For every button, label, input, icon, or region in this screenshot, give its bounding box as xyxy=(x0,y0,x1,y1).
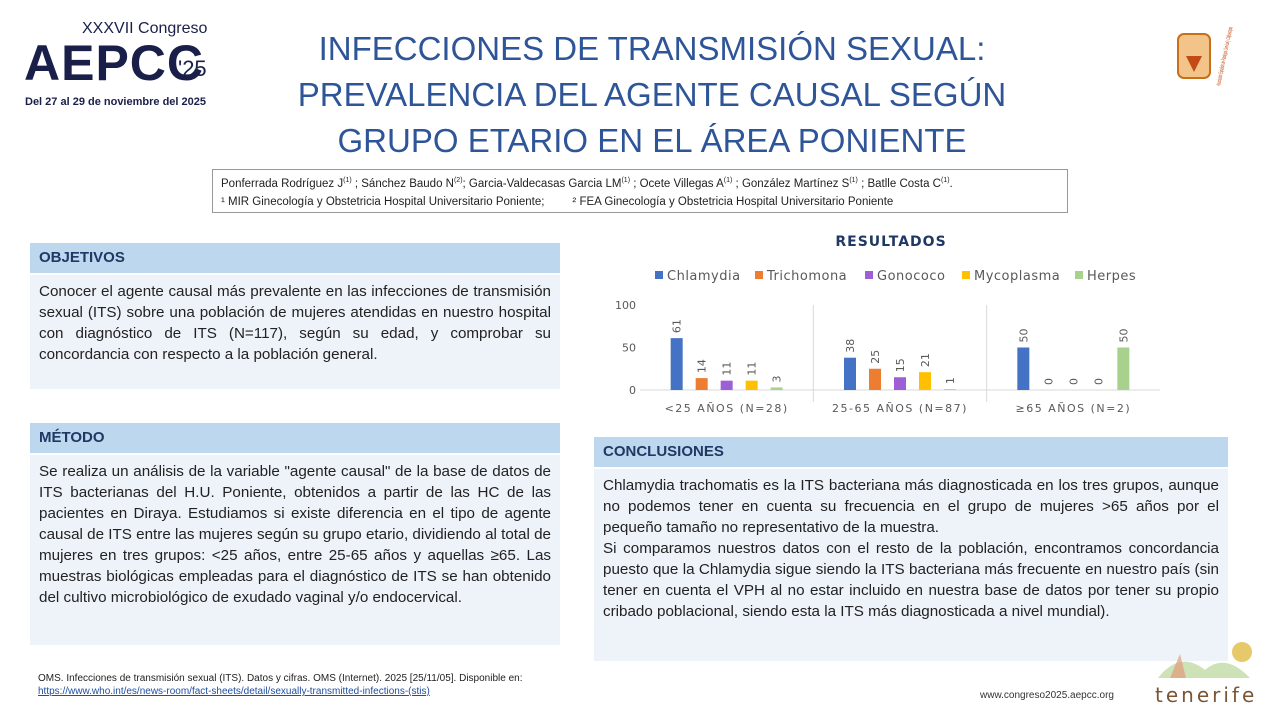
title-line: PREVALENCIA DEL AGENTE CAUSAL SEGÚN xyxy=(297,76,1007,113)
bar xyxy=(745,380,758,390)
affiliation: ¹ MIR Ginecología y Obstetricia Hospital… xyxy=(221,195,545,208)
reference: OMS. Infecciones de transmisión sexual (… xyxy=(38,672,553,698)
chart: RESULTADOS Chlamydia Trichomona Gonococo Myc… xyxy=(615,234,1160,415)
data-label: 38 xyxy=(844,339,857,353)
title-line: GRUPO ETARIO EN EL ÁREA PONIENTE xyxy=(337,122,967,159)
title-line: INFECCIONES DE TRANSMISIÓN SEXUAL: xyxy=(318,30,986,67)
society-logo: Asociación Española de Patología Cervica… xyxy=(1177,26,1234,86)
bar xyxy=(869,368,881,390)
data-label: 0 xyxy=(1067,378,1080,385)
author-affiliation: (1) xyxy=(723,177,733,184)
bar xyxy=(894,377,906,390)
section-heading: CONCLUSIONES xyxy=(594,437,1228,467)
author-name: ; Batlle Costa C xyxy=(857,177,941,190)
website: www.congreso2025.aepcc.org xyxy=(980,690,1114,701)
bar xyxy=(1017,347,1030,390)
reference-text: OMS. Infecciones de transmisión sexual (… xyxy=(38,673,523,684)
legend-label: Herpes xyxy=(1087,269,1136,284)
section-text: Chlamydia trachomatis es la ITS bacteria… xyxy=(594,469,1228,661)
y-tick-label: 100 xyxy=(615,299,636,312)
author-affiliation: (1) xyxy=(849,177,858,184)
bar xyxy=(1117,347,1130,390)
legend-label: Chlamydia xyxy=(667,269,741,284)
legend-swatch xyxy=(755,271,763,279)
author-affiliation: (1) xyxy=(343,177,352,184)
author-name: Ponferrada Rodríguez J xyxy=(221,177,344,190)
society-name: Asociación Española de Patología Cervica… xyxy=(1216,26,1234,86)
legend-swatch xyxy=(1075,271,1083,279)
bar xyxy=(720,380,733,390)
data-label: 61 xyxy=(671,319,684,333)
y-tick-label: 50 xyxy=(622,342,636,355)
section-text: Conocer el agente causal más prevalente … xyxy=(30,275,560,389)
bar xyxy=(844,357,856,390)
bar xyxy=(919,372,931,390)
tenerife-decoration xyxy=(1158,642,1252,678)
author-affiliation: (1) xyxy=(621,177,631,184)
data-label: 0 xyxy=(1042,378,1055,385)
reference-link[interactable]: https://www.who.int/es/news-room/fact-sh… xyxy=(38,686,430,697)
data-label: 15 xyxy=(894,358,907,372)
congress-edition: XXXVII Congreso xyxy=(82,20,208,37)
affiliations: ¹ MIR Ginecología y Obstetricia Hospital… xyxy=(221,193,1067,211)
section-text: Se realiza un análisis de la variable "a… xyxy=(30,455,560,645)
author-affiliation: (2) xyxy=(453,177,463,184)
bar xyxy=(944,389,956,390)
x-tick-label: 25-65 AÑOS (N=87) xyxy=(832,402,968,415)
paragraph: Si comparamos nuestros datos con el rest… xyxy=(603,540,1219,620)
data-label: 50 xyxy=(1017,329,1030,343)
x-tick-label: ≥65 AÑOS (N=2) xyxy=(1016,402,1132,415)
author-name: . xyxy=(949,177,953,190)
congress-name: AEPCC xyxy=(24,35,205,91)
data-label: 3 xyxy=(771,375,784,382)
legend-label: Mycoplasma xyxy=(974,269,1060,284)
author-name: ; Ocete Villegas A xyxy=(630,177,724,190)
data-label: 0 xyxy=(1092,378,1105,385)
brand: tenerife xyxy=(1155,683,1258,707)
title: INFECCIONES DE TRANSMISIÓN SEXUAL: PREVA… xyxy=(250,26,1054,164)
bar xyxy=(695,378,708,390)
section-heading: OBJETIVOS xyxy=(30,243,560,273)
authors: Ponferrada Rodríguez J(1) ; Sánchez Baud… xyxy=(221,172,1067,193)
x-tick-label: <25 AÑOS (N=28) xyxy=(665,402,789,415)
objetivos-section: OBJETIVOS Conocer el agente causal más p… xyxy=(30,243,560,389)
paragraph: Chlamydia trachomatis es la ITS bacteria… xyxy=(603,477,1219,536)
data-label: 1 xyxy=(944,377,957,384)
data-label: 50 xyxy=(1117,329,1130,343)
legend-label: Gonococo xyxy=(877,269,945,284)
legend-swatch xyxy=(865,271,873,279)
bar xyxy=(770,387,783,390)
data-label: 11 xyxy=(746,362,759,376)
author-name: ; González Martínez S xyxy=(732,177,850,190)
bar xyxy=(670,338,683,390)
legend-label: Trichomona xyxy=(766,269,847,284)
section-heading: MÉTODO xyxy=(30,423,560,453)
legend-swatch xyxy=(655,271,663,279)
congress-dates: Del 27 al 29 de noviembre del 2025 xyxy=(25,96,206,108)
congress-year: '25 xyxy=(178,56,207,81)
data-label: 21 xyxy=(919,353,932,367)
author-name: ; Garcia-Valdecasas Garcia LM xyxy=(462,177,622,190)
legend-swatch xyxy=(962,271,970,279)
author-affiliation: (1) xyxy=(940,177,950,184)
affiliation: ² FEA Ginecología y Obstetricia Hospital… xyxy=(572,195,894,208)
data-label: 11 xyxy=(721,362,734,376)
metodo-section: MÉTODO Se realiza un análisis de la vari… xyxy=(30,423,560,645)
conclusiones-section: CONCLUSIONES Chlamydia trachomatis es la… xyxy=(594,437,1228,661)
data-label: 25 xyxy=(869,350,882,364)
author-name: ; Sánchez Baudo N xyxy=(351,177,454,190)
data-label: 14 xyxy=(696,359,709,373)
chart-title: RESULTADOS xyxy=(835,234,946,250)
authors-box: Ponferrada Rodríguez J(1) ; Sánchez Baud… xyxy=(212,169,1068,213)
y-tick-label: 0 xyxy=(629,384,636,397)
